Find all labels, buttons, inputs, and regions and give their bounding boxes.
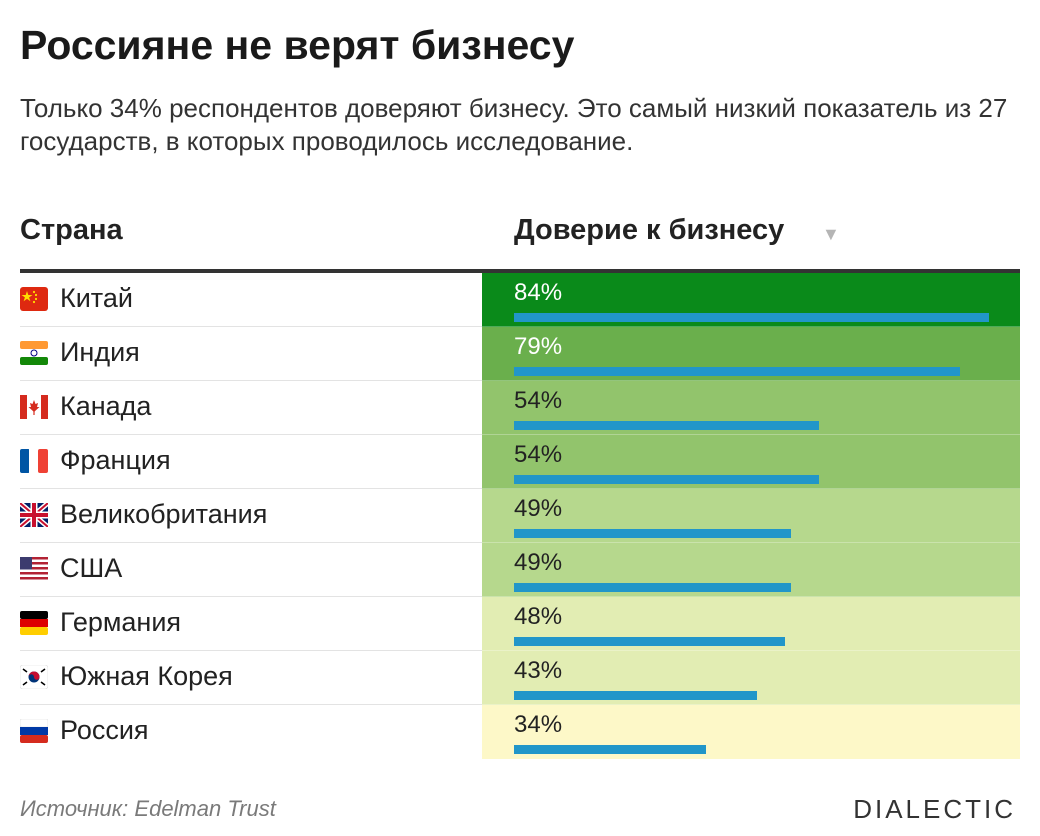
table-row: США 49% <box>20 543 1020 597</box>
row-divider <box>20 596 482 597</box>
table-row: Россия 34% <box>20 705 1020 759</box>
flag-uk-icon <box>20 503 48 527</box>
cell-divider <box>482 380 1020 381</box>
row-divider <box>20 542 482 543</box>
flag-russia-icon <box>20 719 48 743</box>
source-note: Источник: Edelman Trust <box>20 796 276 821</box>
trust-bar <box>514 421 819 430</box>
trust-value-label: 54% <box>514 387 563 414</box>
cell-divider <box>482 434 1020 435</box>
country-name: Германия <box>60 607 182 637</box>
chart-title: Россияне не верят бизнесу <box>20 22 575 68</box>
trust-value-label: 34% <box>514 711 563 738</box>
flag-india-icon <box>20 341 48 365</box>
cell-divider <box>482 650 1020 651</box>
cell-divider <box>482 704 1020 705</box>
flag-south-korea-icon <box>20 665 48 689</box>
row-divider <box>20 488 482 489</box>
column-header-trust[interactable]: Доверие к бизнесу <box>514 214 785 246</box>
trust-bar <box>514 583 791 592</box>
column-header-country[interactable]: Страна <box>20 214 123 246</box>
trust-value-label: 84% <box>514 279 563 306</box>
brand-logo: DIALECTIC <box>853 794 1016 824</box>
sort-down-icon[interactable]: ▼ <box>822 224 840 244</box>
trust-cell: 54% <box>482 435 1020 489</box>
row-divider <box>20 380 482 381</box>
trust-cell: 79% <box>482 327 1020 381</box>
country-name: Россия <box>60 715 149 745</box>
trust-bar <box>514 367 960 376</box>
trust-cell: 48% <box>482 597 1020 651</box>
table-row: Китай 84% <box>20 273 1020 327</box>
country-name: Индия <box>60 337 140 367</box>
trust-bar <box>514 529 791 538</box>
chart-subtitle: Только 34% респондентов доверяют бизнесу… <box>20 93 1008 156</box>
flag-china-icon <box>20 287 48 311</box>
trust-cell: 49% <box>482 543 1020 597</box>
flag-canada-icon <box>20 395 48 419</box>
trust-value-label: 54% <box>514 441 563 468</box>
flag-germany-icon <box>20 611 48 635</box>
row-divider <box>20 704 482 705</box>
trust-cell: 43% <box>482 651 1020 705</box>
trust-cell: 49% <box>482 489 1020 543</box>
country-name: США <box>60 553 123 583</box>
country-name: Франция <box>60 445 171 475</box>
table-row: Великобритания 49% <box>20 489 1020 543</box>
table-row: Франция 54% <box>20 435 1020 489</box>
cell-divider <box>482 596 1020 597</box>
trust-cell: 54% <box>482 381 1020 435</box>
country-name: Канада <box>60 391 152 421</box>
table-row: Южная Корея 43% <box>20 651 1020 705</box>
table-row: Индия 79% <box>20 327 1020 381</box>
flag-france-icon <box>20 449 48 473</box>
trust-bar <box>514 475 819 484</box>
trust-bar <box>514 637 785 646</box>
trust-table: Китай 84% Индия 79% Канада 54% Франция 54% Велик… <box>20 273 1020 759</box>
cell-divider <box>482 542 1020 543</box>
cell-divider <box>482 488 1020 489</box>
country-name: Великобритания <box>60 499 268 529</box>
trust-cell: 34% <box>482 705 1020 759</box>
trust-bar <box>514 313 989 322</box>
cell-divider <box>482 326 1020 327</box>
trust-value-label: 79% <box>514 333 563 360</box>
row-divider <box>20 326 482 327</box>
country-name: Южная Корея <box>60 661 233 691</box>
row-divider <box>20 650 482 651</box>
trust-bar <box>514 691 757 700</box>
table-row: Канада 54% <box>20 381 1020 435</box>
header-divider <box>20 269 1020 273</box>
trust-value-label: 49% <box>514 549 563 576</box>
table-row: Германия 48% <box>20 597 1020 651</box>
trust-value-label: 43% <box>514 657 563 684</box>
country-name: Китай <box>60 283 133 313</box>
trust-cell: 84% <box>482 273 1020 327</box>
trust-value-label: 49% <box>514 495 563 522</box>
trust-value-label: 48% <box>514 603 563 630</box>
flag-usa-icon <box>20 557 48 581</box>
trust-bar <box>514 745 706 754</box>
row-divider <box>20 434 482 435</box>
